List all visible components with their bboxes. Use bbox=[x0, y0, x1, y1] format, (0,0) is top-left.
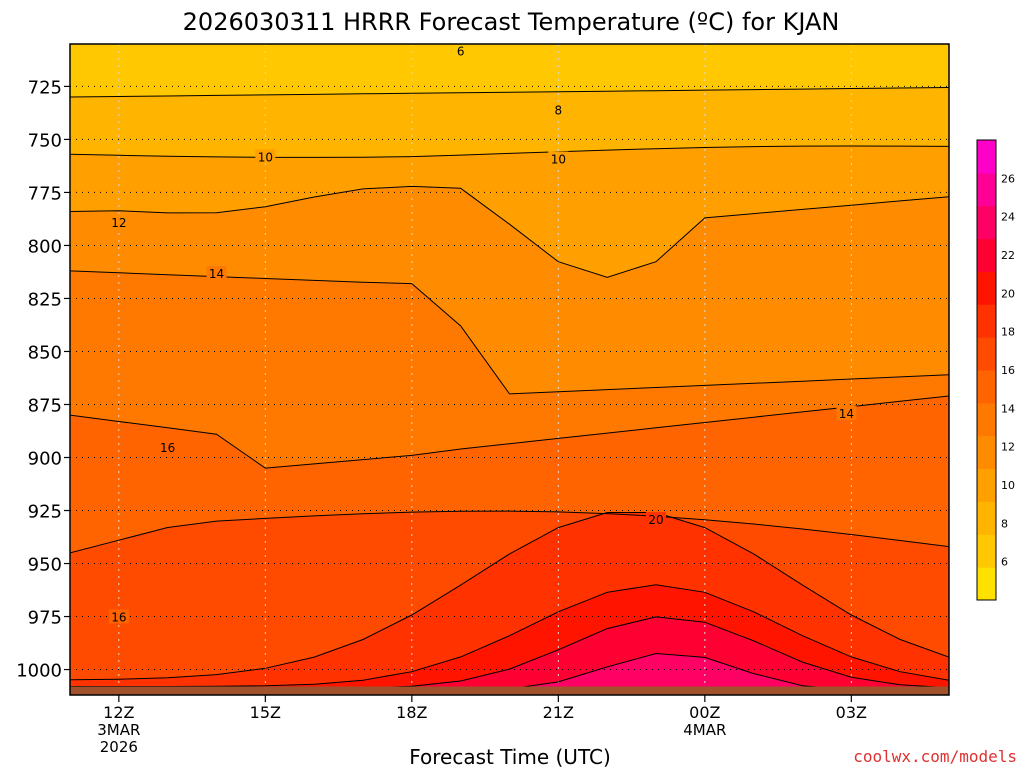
y-axis: 725 750 775 800 825 850 875 900 925 950 975 1000 bbox=[16, 77, 70, 682]
contour-label-bg bbox=[552, 102, 565, 117]
colorbar-label: 14 bbox=[1001, 402, 1015, 415]
colorbar-label: 18 bbox=[1001, 326, 1015, 339]
colorbar-swatch bbox=[977, 501, 996, 535]
plot-area: 6 8 10 10 12 14 14 16 20 16 bbox=[70, 44, 949, 695]
isotherm-10 bbox=[70, 145, 949, 158]
colorbar-label: 8 bbox=[1001, 517, 1008, 530]
colorbar-swatch bbox=[977, 205, 996, 240]
x-tick-label: 12Z bbox=[103, 703, 134, 722]
isotherm-18 bbox=[70, 510, 949, 554]
colorbar-label: 10 bbox=[1001, 479, 1015, 492]
colorbar-swatch bbox=[977, 140, 996, 174]
y-tick-label: 950 bbox=[28, 555, 62, 576]
colorbar: 6 8 10 12 14 16 18 20 22 24 26 bbox=[976, 139, 1015, 601]
y-tick-label: 900 bbox=[28, 449, 62, 470]
contour-label: 8 bbox=[555, 104, 563, 118]
y-tick-label: 775 bbox=[28, 183, 62, 204]
plot-frame bbox=[69, 43, 950, 696]
contour-label-bg bbox=[548, 151, 569, 166]
colorbar-label: 12 bbox=[1001, 441, 1015, 454]
contour-label: 16 bbox=[111, 611, 126, 625]
chart-title: 2026030311 HRRR Forecast Temperature (ºC… bbox=[183, 8, 840, 36]
x-tick-label: 00Z bbox=[689, 703, 720, 722]
y-tick-label: 750 bbox=[28, 130, 62, 151]
colorbar-swatch bbox=[977, 402, 996, 437]
y-tick-label: 975 bbox=[28, 608, 62, 629]
colorbar-swatch bbox=[977, 534, 996, 568]
contour-label: 6 bbox=[457, 44, 465, 58]
isotherm-22 bbox=[70, 584, 949, 687]
contour-label-bg bbox=[454, 44, 467, 58]
colorbar-label: 16 bbox=[1001, 364, 1015, 377]
colorbar-swatch bbox=[977, 271, 996, 305]
colorbar-frame bbox=[976, 139, 997, 601]
colorbar-label: 22 bbox=[1001, 249, 1015, 262]
temp-band-26 bbox=[70, 653, 949, 695]
contour-label-bg bbox=[206, 266, 227, 281]
y-tick-label: 925 bbox=[28, 502, 62, 523]
colorbar-label: 24 bbox=[1001, 211, 1015, 224]
contour-label: 10 bbox=[551, 153, 566, 167]
isotherm-20 bbox=[70, 512, 949, 681]
colorbar-label: 20 bbox=[1001, 287, 1015, 300]
x-tick-label: 21Z bbox=[543, 703, 574, 722]
y-tick-label: 875 bbox=[28, 395, 62, 416]
colorbar-swatch bbox=[977, 468, 996, 502]
contour-label-bg bbox=[836, 405, 857, 420]
contour-label: 14 bbox=[839, 407, 854, 421]
x-tick-label: 03Z bbox=[836, 703, 867, 722]
contour-label: 12 bbox=[111, 216, 126, 230]
x-axis-label: Forecast Time (UTC) bbox=[409, 745, 611, 768]
colorbar-label: 6 bbox=[1001, 556, 1008, 569]
y-tick-label: 1000 bbox=[16, 661, 62, 682]
contour-label-bg bbox=[108, 215, 129, 230]
colorbar-label: 26 bbox=[1001, 172, 1015, 185]
colorbar-swatch bbox=[977, 370, 996, 404]
y-tick-label: 850 bbox=[28, 342, 62, 363]
isotherm-8 bbox=[70, 87, 949, 98]
colorbar-swatch bbox=[977, 238, 996, 272]
y-tick-label: 725 bbox=[28, 77, 62, 98]
contour-label-bg bbox=[108, 609, 129, 624]
colorbar-swatch bbox=[977, 567, 996, 601]
watermark: coolwx.com/models bbox=[853, 747, 1017, 766]
isotherm-16 bbox=[70, 395, 949, 469]
colorbar-swatch bbox=[977, 304, 996, 338]
y-tick-label: 825 bbox=[28, 289, 62, 310]
x-tick-label: 18Z bbox=[396, 703, 427, 722]
x-tick-label: 15Z bbox=[250, 703, 281, 722]
contour-label-bg bbox=[157, 439, 178, 454]
ground-terrain bbox=[70, 686, 949, 695]
contour-label: 10 bbox=[258, 150, 273, 164]
contour-label-bg bbox=[255, 149, 276, 164]
contour-label: 14 bbox=[209, 267, 224, 281]
y-tick-label: 800 bbox=[28, 236, 62, 257]
x-tick-label: 4MAR bbox=[683, 721, 726, 739]
colorbar-swatch bbox=[977, 172, 996, 207]
contour-label: 16 bbox=[160, 441, 175, 455]
contour-label: 20 bbox=[648, 513, 663, 527]
colorbar-swatch bbox=[977, 337, 996, 371]
contour-label-bg bbox=[646, 511, 666, 526]
colorbar-swatch bbox=[977, 435, 996, 470]
x-tick-label: 3MAR bbox=[97, 721, 140, 739]
isotherm-12 bbox=[70, 185, 949, 278]
x-tick-label: 2026 bbox=[100, 738, 138, 756]
